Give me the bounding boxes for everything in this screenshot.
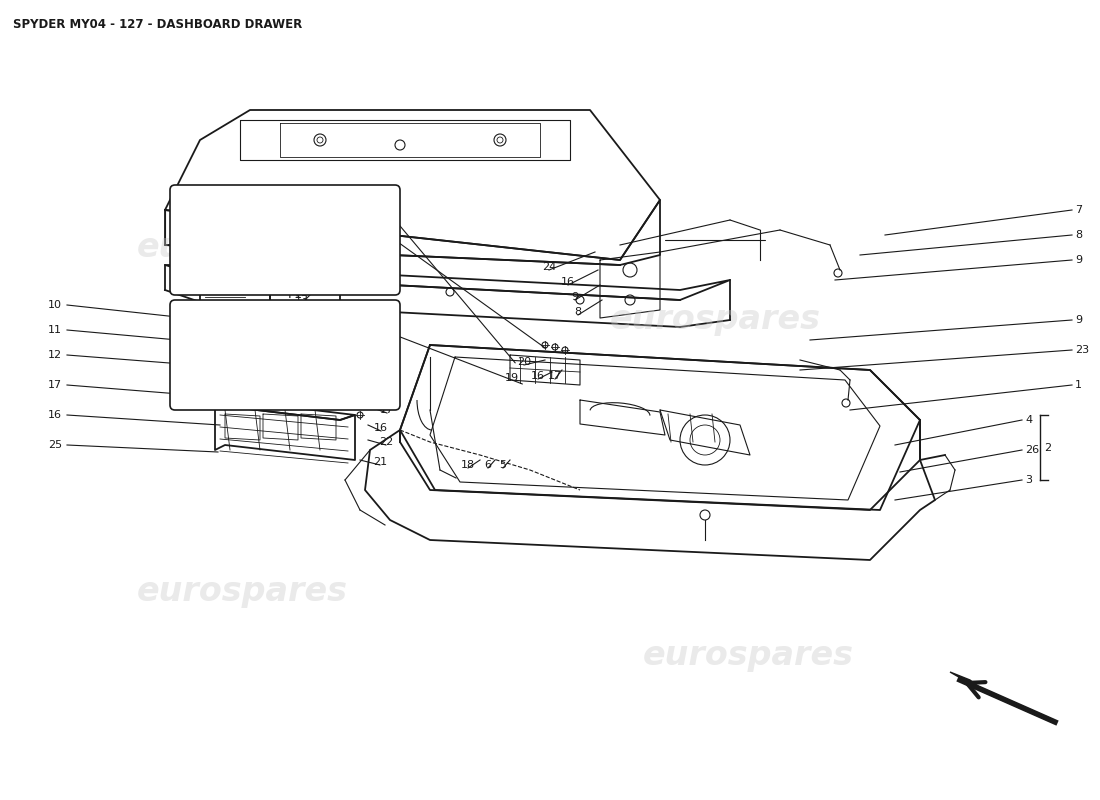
Text: 8: 8 [574, 307, 582, 317]
Text: 27: 27 [288, 312, 302, 322]
Text: 10: 10 [48, 300, 62, 310]
Text: 1: 1 [1075, 380, 1082, 390]
Text: 2: 2 [1044, 443, 1052, 453]
Text: 18: 18 [461, 460, 475, 470]
Text: 9: 9 [1075, 255, 1082, 265]
Text: eurospares: eurospares [609, 303, 821, 337]
Text: 17: 17 [379, 405, 394, 415]
Text: 24: 24 [542, 262, 557, 272]
Text: 11: 11 [48, 325, 62, 335]
Text: 16: 16 [374, 423, 388, 433]
Text: eurospares: eurospares [136, 575, 348, 609]
Text: 28: 28 [260, 192, 274, 202]
Text: 21: 21 [373, 457, 387, 467]
Text: eurospares: eurospares [136, 231, 348, 265]
Text: 23: 23 [1075, 345, 1089, 355]
Text: 22: 22 [378, 437, 393, 447]
Text: 6: 6 [484, 460, 492, 470]
Text: 4: 4 [1025, 415, 1032, 425]
Text: 19: 19 [505, 373, 519, 383]
Text: 15: 15 [295, 310, 309, 320]
Text: 16: 16 [531, 371, 544, 381]
Text: 9: 9 [1075, 315, 1082, 325]
Text: 12: 12 [48, 350, 62, 360]
Text: 5: 5 [499, 460, 506, 470]
Text: 14: 14 [295, 325, 309, 335]
Polygon shape [950, 672, 984, 692]
Text: 28: 28 [248, 312, 262, 322]
FancyBboxPatch shape [170, 185, 400, 295]
Text: 20: 20 [517, 357, 531, 367]
Text: SPYDER MY04 - 127 - DASHBOARD DRAWER: SPYDER MY04 - 127 - DASHBOARD DRAWER [13, 18, 302, 30]
Text: 16: 16 [48, 410, 62, 420]
Text: eurospares: eurospares [642, 639, 854, 673]
Text: 25: 25 [48, 440, 62, 450]
Text: 8: 8 [1075, 230, 1082, 240]
Text: F1: F1 [287, 287, 303, 301]
Text: 26: 26 [1025, 445, 1040, 455]
Text: 7: 7 [1075, 205, 1082, 215]
Text: 27: 27 [300, 192, 315, 202]
Text: 17: 17 [48, 380, 62, 390]
FancyBboxPatch shape [170, 300, 400, 410]
Text: 9: 9 [571, 292, 579, 302]
Text: 13: 13 [295, 295, 309, 305]
Text: 3: 3 [1025, 475, 1032, 485]
Text: 17: 17 [548, 371, 562, 381]
Text: 16: 16 [561, 277, 575, 287]
